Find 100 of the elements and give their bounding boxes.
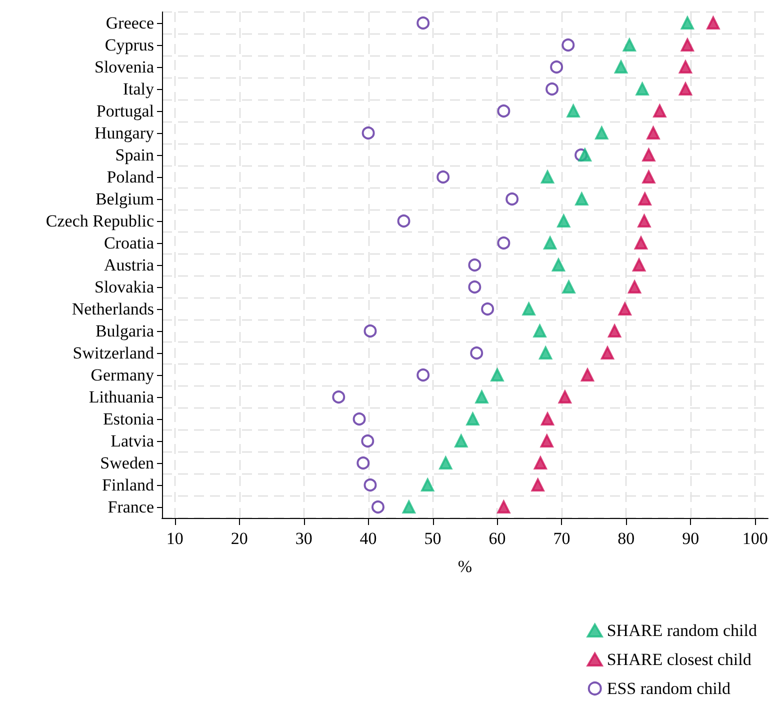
point — [558, 390, 572, 404]
x-tick-label: 50 — [424, 529, 442, 548]
point — [539, 346, 552, 360]
point — [580, 368, 594, 382]
y-tick-label: France — [108, 498, 154, 516]
point — [468, 280, 482, 294]
point — [468, 258, 482, 272]
y-tick-label: Greece — [106, 14, 154, 32]
y-tick-label: Austria — [104, 256, 154, 274]
point — [595, 126, 608, 140]
x-axis-title: % — [458, 557, 472, 576]
point — [402, 500, 416, 514]
point — [361, 434, 374, 448]
x-tick-label: 30 — [295, 529, 312, 548]
x-tick-label: 10 — [166, 529, 184, 548]
point — [470, 346, 484, 360]
point — [544, 236, 557, 250]
point — [416, 16, 430, 30]
y-tick-label: Estonia — [103, 410, 154, 428]
point — [636, 82, 649, 96]
point — [332, 390, 346, 404]
point — [362, 126, 375, 140]
point — [642, 170, 656, 184]
x-tick-label: 60 — [488, 529, 506, 548]
point — [646, 126, 660, 140]
point — [497, 236, 510, 250]
point — [439, 456, 452, 470]
y-tick-label: Sweden — [100, 454, 154, 472]
point — [566, 104, 580, 118]
point — [352, 412, 366, 426]
point — [680, 16, 694, 30]
point — [436, 170, 450, 184]
y-tick-label: Czech Republic — [46, 212, 154, 230]
point — [632, 258, 646, 272]
point — [454, 434, 468, 448]
point — [634, 236, 648, 250]
point — [475, 390, 488, 404]
point — [546, 82, 559, 96]
legend-label: ESS random child — [606, 679, 732, 698]
point — [678, 82, 692, 96]
y-tick-label: Portugal — [96, 102, 154, 120]
y-tick-label: Belgium — [95, 190, 154, 208]
point — [466, 412, 480, 426]
point — [522, 302, 536, 316]
y-tick-label: Germany — [90, 366, 154, 384]
y-tick-label: Slovakia — [94, 278, 154, 296]
point — [490, 368, 504, 382]
y-tick-label: Switzerland — [72, 344, 154, 362]
point — [531, 478, 544, 492]
point — [562, 38, 575, 52]
point — [552, 258, 565, 272]
point — [653, 104, 666, 118]
point — [506, 192, 519, 206]
point — [497, 500, 510, 514]
x-tick-label: 90 — [682, 529, 700, 548]
point — [550, 60, 564, 74]
point — [541, 412, 554, 426]
point — [578, 148, 592, 162]
y-tick-label: Cyprus — [104, 36, 154, 54]
point — [642, 148, 656, 162]
point — [481, 302, 494, 316]
point — [680, 38, 694, 52]
y-tick-label: Italy — [122, 80, 154, 98]
point — [364, 478, 377, 492]
point — [600, 346, 614, 360]
point — [533, 324, 546, 338]
point — [557, 214, 570, 228]
x-tick-label: 20 — [230, 529, 248, 548]
y-tick-label: Latvia — [110, 432, 154, 450]
y-tick-label: Poland — [106, 168, 154, 186]
point — [416, 368, 430, 382]
point — [540, 434, 554, 448]
point — [497, 104, 510, 118]
x-tick-label: 70 — [553, 529, 570, 548]
y-tick-label: Croatia — [104, 234, 154, 252]
y-tick-label: Slovenia — [94, 58, 154, 76]
point — [397, 214, 410, 228]
y-tick-label: Bulgaria — [95, 322, 154, 340]
y-tick-label: Finland — [102, 476, 154, 494]
point — [562, 280, 576, 294]
x-tick-label: 40 — [360, 529, 377, 548]
point — [638, 192, 652, 206]
point — [618, 302, 632, 316]
x-tick-label: 80 — [618, 529, 635, 548]
point — [622, 38, 636, 52]
point — [534, 456, 547, 470]
y-tick-label: Netherlands — [72, 300, 154, 318]
point — [364, 324, 377, 338]
legend-label: SHARE closest child — [606, 650, 752, 669]
y-tick-label: Hungary — [94, 124, 154, 142]
point — [541, 170, 554, 184]
legend-label: SHARE random child — [606, 621, 758, 640]
point — [575, 192, 588, 206]
point — [706, 16, 720, 30]
y-tick-label: Lithuania — [88, 388, 154, 406]
point — [371, 500, 384, 514]
x-tick-label: 100 — [742, 529, 768, 548]
point — [678, 60, 692, 74]
point — [638, 214, 651, 228]
point — [614, 60, 628, 74]
